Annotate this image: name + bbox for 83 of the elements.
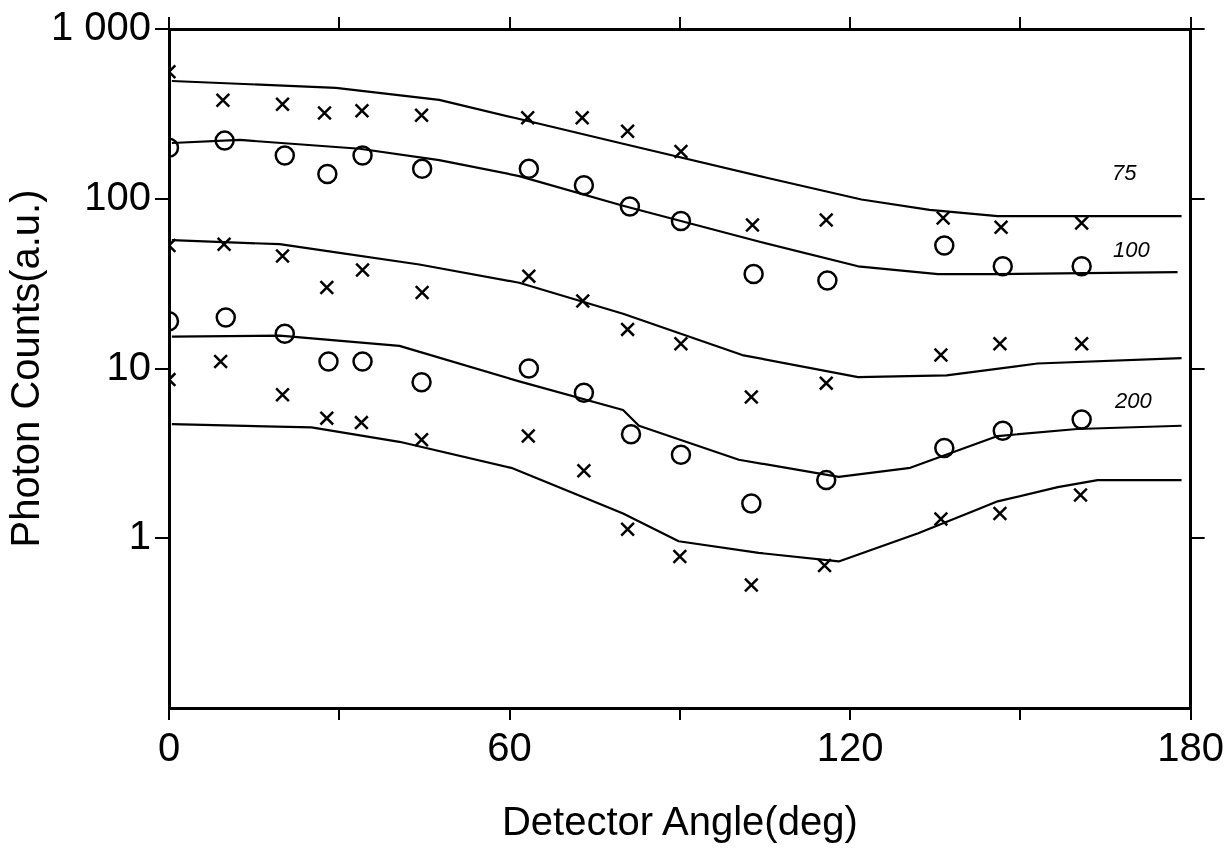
point — [274, 145, 296, 166]
point — [816, 557, 833, 574]
annotation: 75 — [1111, 160, 1138, 186]
point — [413, 432, 430, 448]
point — [620, 423, 642, 445]
point — [935, 210, 951, 226]
point — [993, 219, 1009, 235]
point — [317, 163, 338, 185]
annotation: 200 — [1114, 387, 1153, 413]
point — [521, 268, 537, 284]
point — [318, 351, 339, 372]
point — [411, 371, 432, 393]
point — [575, 293, 591, 309]
point — [352, 145, 373, 166]
x-tick-label: 60 — [487, 725, 532, 770]
point — [1071, 256, 1092, 277]
point — [274, 248, 291, 264]
point — [573, 175, 595, 196]
point — [992, 420, 1014, 441]
annotation: 100 — [1113, 237, 1151, 263]
point — [354, 262, 371, 278]
point — [353, 415, 370, 431]
point — [670, 210, 692, 232]
point — [818, 212, 834, 228]
point — [1074, 215, 1090, 231]
point — [992, 505, 1008, 522]
point — [817, 270, 838, 291]
point — [743, 389, 759, 405]
point — [213, 353, 229, 370]
point — [574, 110, 590, 126]
point — [520, 428, 536, 444]
point — [316, 105, 333, 121]
point — [933, 511, 949, 527]
y-tick-label: 10 — [106, 343, 151, 388]
point — [1072, 487, 1089, 503]
y-axis-title: Photon Counts(a.u.) — [3, 189, 48, 548]
x-tick-label: 120 — [816, 725, 884, 770]
point — [818, 375, 834, 391]
point — [992, 256, 1014, 277]
y-tick-label: 100 — [84, 173, 151, 218]
point — [319, 279, 335, 296]
point — [743, 577, 759, 593]
point — [816, 469, 837, 491]
point — [619, 521, 636, 537]
x-tick-label: 180 — [1157, 725, 1225, 770]
point — [673, 336, 689, 352]
point — [214, 130, 235, 151]
point — [992, 336, 1008, 352]
point — [934, 235, 955, 256]
point — [673, 143, 689, 160]
point — [215, 307, 237, 328]
point — [274, 323, 296, 345]
point — [576, 463, 592, 479]
point — [354, 103, 370, 119]
point — [619, 196, 641, 217]
point — [1071, 409, 1092, 430]
point — [933, 347, 949, 363]
point — [352, 351, 373, 372]
point — [672, 548, 688, 565]
point — [216, 236, 232, 252]
x-axis-title: Detector Angle(deg) — [501, 799, 858, 844]
point — [274, 96, 291, 112]
x-tick-label: 0 — [157, 725, 181, 770]
point — [274, 387, 291, 403]
point — [518, 358, 540, 379]
point — [518, 158, 540, 180]
point — [619, 123, 636, 139]
point — [744, 217, 761, 233]
y-tick-label: 1 000 — [50, 4, 151, 49]
point — [619, 321, 636, 337]
point — [413, 107, 430, 123]
point — [215, 92, 231, 108]
point — [573, 382, 595, 403]
point — [1074, 336, 1090, 352]
point — [741, 493, 762, 514]
point — [411, 158, 433, 180]
y-tick-label: 1 — [128, 513, 151, 558]
point — [319, 410, 335, 426]
point — [934, 437, 955, 459]
point — [414, 284, 430, 301]
point — [520, 110, 536, 126]
point — [670, 444, 692, 466]
point — [743, 263, 764, 285]
